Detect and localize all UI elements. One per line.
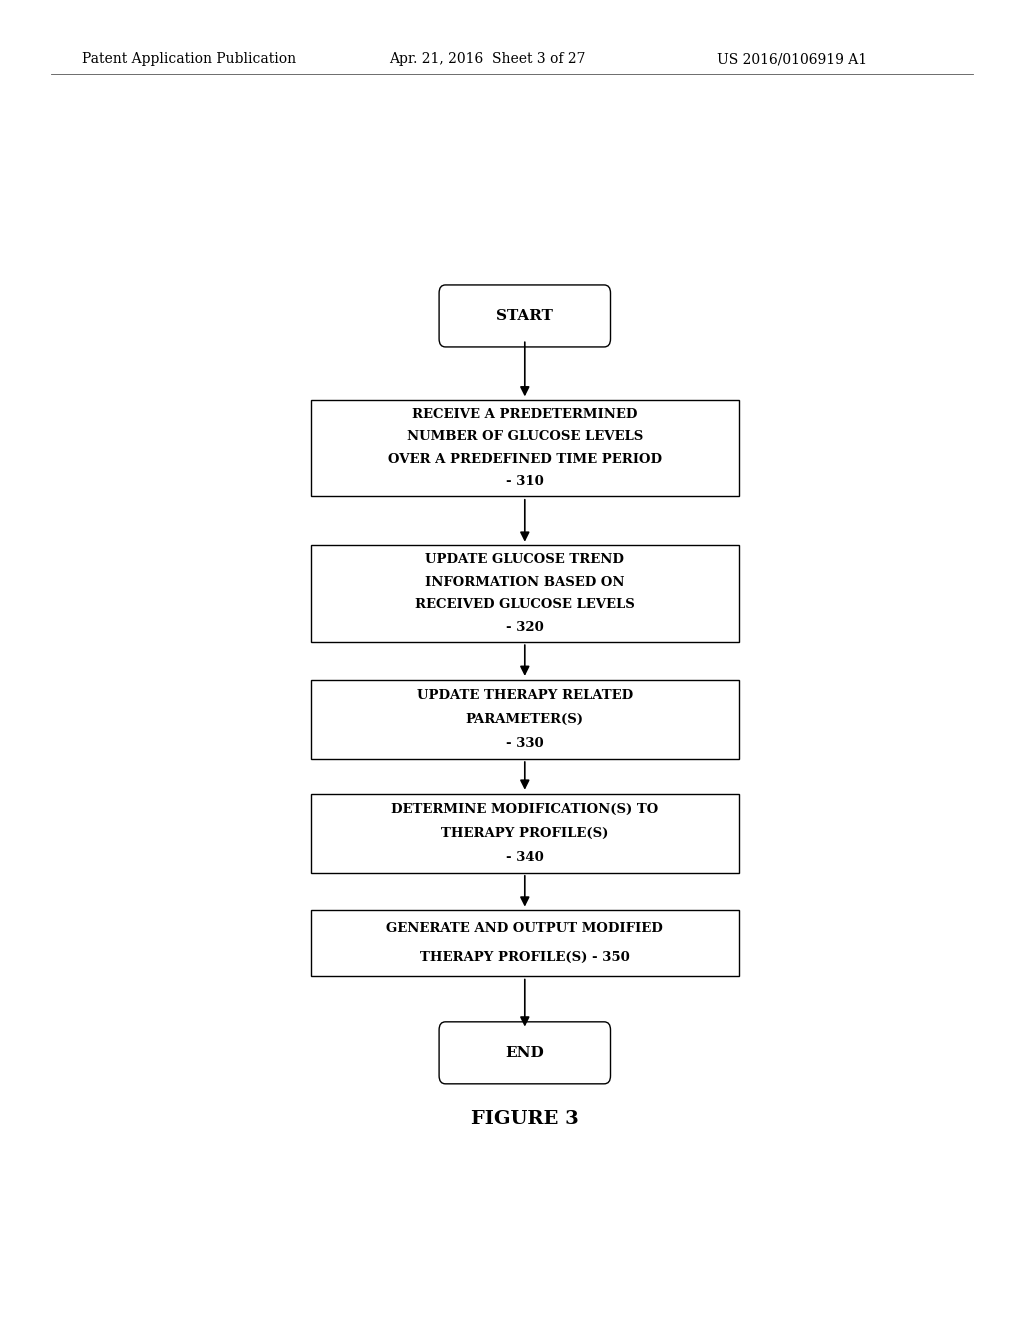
Text: DETERMINE MODIFICATION(S) TO: DETERMINE MODIFICATION(S) TO [391, 803, 658, 816]
Bar [310, 400, 739, 496]
Text: - 330: - 330 [506, 737, 544, 750]
Text: END: END [506, 1045, 544, 1060]
Text: RECEIVE A PREDETERMINED: RECEIVE A PREDETERMINED [412, 408, 638, 421]
FancyBboxPatch shape [439, 1022, 610, 1084]
Text: - 310: - 310 [506, 475, 544, 488]
Bar [310, 909, 739, 975]
Text: OVER A PREDEFINED TIME PERIOD: OVER A PREDEFINED TIME PERIOD [388, 453, 662, 466]
Text: GENERATE AND OUTPUT MODIFIED: GENERATE AND OUTPUT MODIFIED [386, 923, 664, 935]
Text: UPDATE GLUCOSE TREND: UPDATE GLUCOSE TREND [425, 553, 625, 566]
Text: US 2016/0106919 A1: US 2016/0106919 A1 [717, 53, 867, 66]
Text: RECEIVED GLUCOSE LEVELS: RECEIVED GLUCOSE LEVELS [415, 598, 635, 611]
Text: Apr. 21, 2016  Sheet 3 of 27: Apr. 21, 2016 Sheet 3 of 27 [389, 53, 586, 66]
FancyBboxPatch shape [439, 285, 610, 347]
Bar [310, 680, 739, 759]
Text: UPDATE THERAPY RELATED: UPDATE THERAPY RELATED [417, 689, 633, 702]
Bar [310, 545, 739, 642]
Bar [310, 793, 739, 873]
Text: FIGURE 3: FIGURE 3 [471, 1110, 579, 1127]
Text: - 320: - 320 [506, 620, 544, 634]
Text: Patent Application Publication: Patent Application Publication [82, 53, 296, 66]
Text: INFORMATION BASED ON: INFORMATION BASED ON [425, 576, 625, 589]
Text: THERAPY PROFILE(S): THERAPY PROFILE(S) [441, 826, 608, 840]
Text: - 340: - 340 [506, 851, 544, 863]
Text: PARAMETER(S): PARAMETER(S) [466, 713, 584, 726]
Text: START: START [497, 309, 553, 323]
Text: NUMBER OF GLUCOSE LEVELS: NUMBER OF GLUCOSE LEVELS [407, 430, 643, 444]
Text: THERAPY PROFILE(S) - 350: THERAPY PROFILE(S) - 350 [420, 950, 630, 964]
